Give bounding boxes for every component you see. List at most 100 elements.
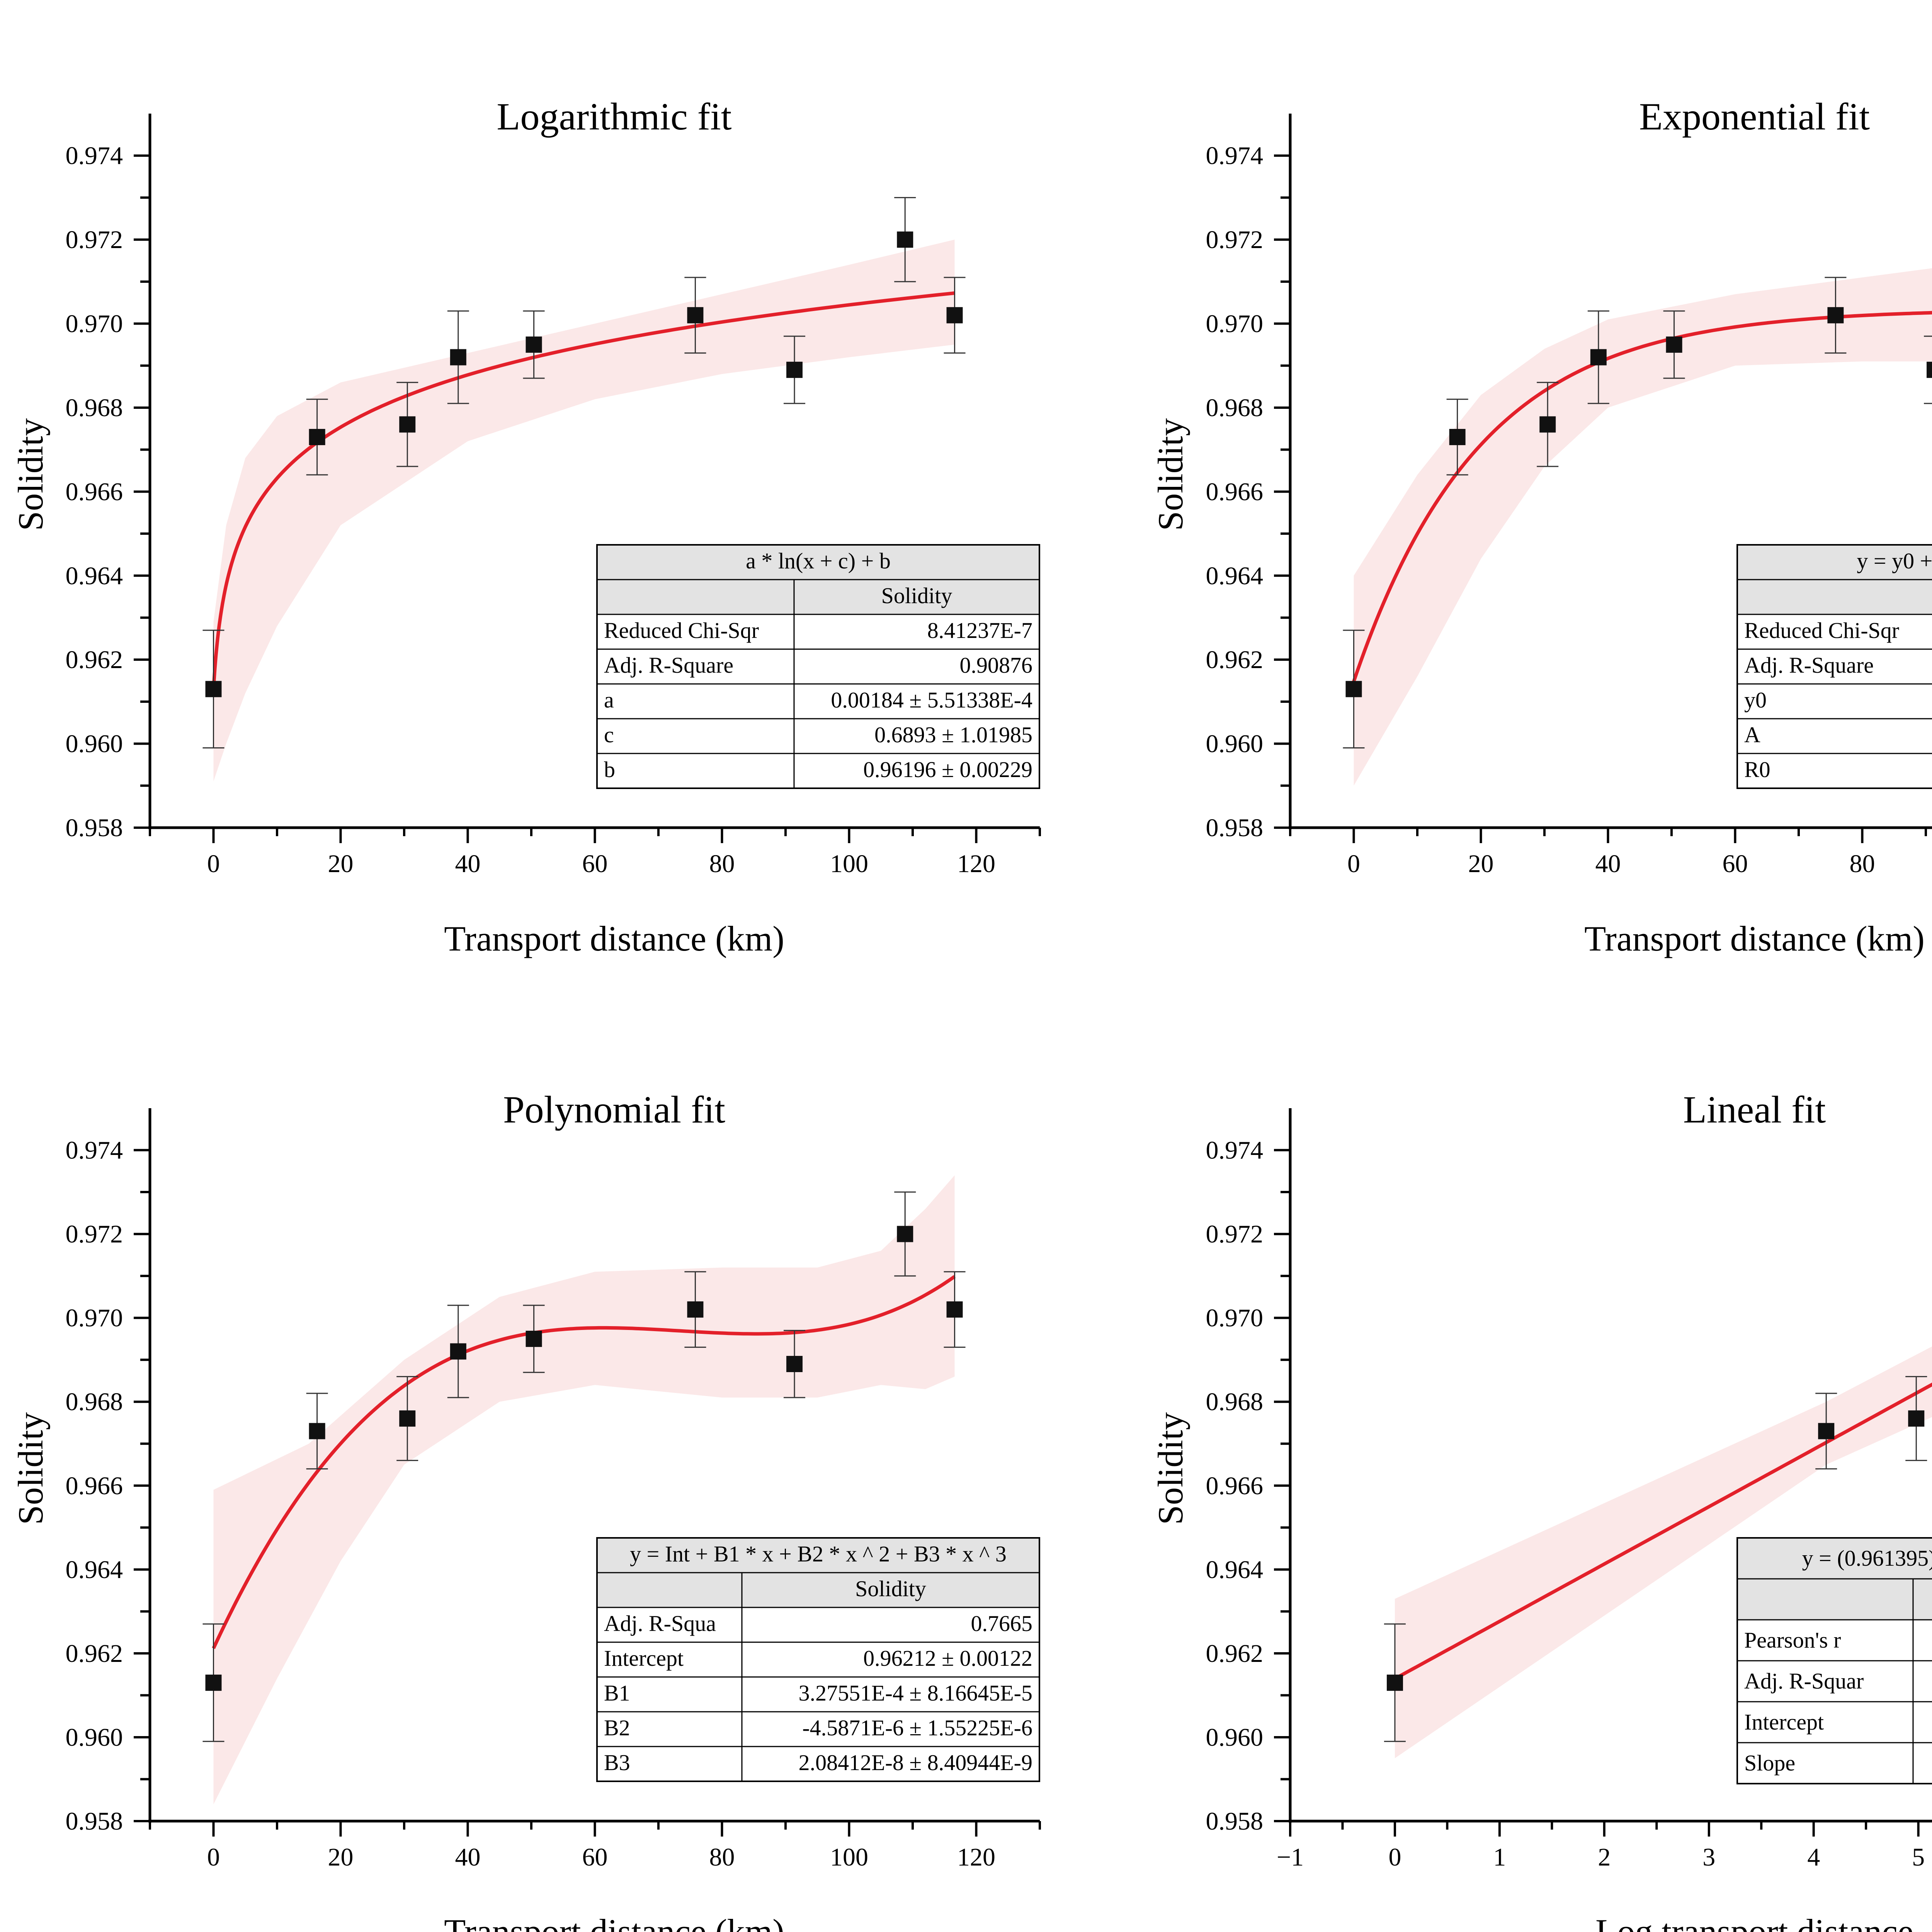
x-tick-label: 0 [207, 850, 220, 878]
table-row-value: 0.96196 ± 0.00229 [863, 757, 1032, 782]
table-row-label: c [604, 722, 614, 747]
x-tick-label: 4 [1807, 1843, 1820, 1871]
table-row-label: B2 [604, 1715, 630, 1740]
x-tick-label: 0 [207, 1843, 220, 1871]
data-point [205, 681, 222, 697]
table-row-value: 8.41237E-7 [927, 618, 1032, 643]
fit-curve [1394, 1383, 1932, 1680]
panel-title: Polynomial fit [503, 1088, 725, 1131]
panel-title: Lineal fit [1683, 1088, 1826, 1131]
table-row-label: Reduced Chi-Sqr [1744, 618, 1899, 643]
y-tick-label: 0.958 [66, 1807, 123, 1835]
x-tick-label: 80 [709, 850, 735, 878]
table-row-value: 0.96212 ± 0.00122 [863, 1646, 1032, 1671]
x-axis-title: Log transport distance [1595, 1912, 1913, 1932]
data-point [1666, 336, 1682, 353]
table-row-value: 2.08412E-8 ± 8.40944E-9 [799, 1750, 1032, 1775]
table-row-label: B1 [604, 1680, 630, 1706]
table-row-label: Intercept [1744, 1709, 1824, 1735]
data-point [450, 1343, 466, 1360]
table-row-label: Pearson's r [1744, 1628, 1841, 1653]
y-tick-label: 0.968 [1206, 394, 1264, 422]
y-tick-label: 0.974 [1206, 1136, 1264, 1165]
x-tick-label: 60 [1723, 850, 1748, 878]
x-tick-label: 80 [1850, 850, 1875, 878]
panel-title: Logarithmic fit [497, 95, 731, 138]
confidence-band [1354, 268, 1932, 786]
table-column-header: Solidity [855, 1576, 926, 1601]
table-row-label: Adj. R-Square [1744, 653, 1874, 678]
data-point [526, 336, 542, 353]
y-axis-title: Solidity [11, 418, 50, 531]
x-tick-label: 60 [582, 850, 608, 878]
y-tick-label: 0.964 [66, 1556, 123, 1584]
x-tick-label: 3 [1702, 1843, 1715, 1871]
data-point [687, 1301, 704, 1318]
table-row-label: b [604, 757, 615, 782]
chart-panel-polynomial: 0.958 0.960 0.962 0.964 0.966 0.968 0.970 0.972… [11, 1088, 1041, 1932]
y-tick-label: 0.970 [66, 310, 123, 338]
y-tick-label: 0.972 [66, 1220, 123, 1248]
y-tick-label: 0.964 [1206, 1556, 1264, 1584]
x-axis-title: Transport distance (km) [444, 919, 784, 958]
confidence-band [1395, 1346, 1932, 1759]
y-tick-label: 0.968 [66, 1388, 123, 1416]
data-point [897, 1226, 913, 1242]
y-tick-label: 0.974 [66, 1136, 123, 1165]
table-row-label: Adj. R-Square [604, 653, 733, 678]
table-column-header: Solidity [881, 583, 952, 608]
y-tick-label: 0.960 [1206, 1723, 1264, 1752]
fit-statistics-table: y = (0.961395) + (0.00136742) * xSolidit… [1736, 1537, 1932, 1784]
table-row-label: Reduced Chi-Sqr [604, 618, 759, 643]
y-tick-label: 0.972 [1206, 226, 1264, 254]
data-point [687, 307, 704, 323]
chart-panel-exponential: 0.958 0.960 0.962 0.964 0.966 0.968 0.970 0.972… [1151, 95, 1932, 958]
chart-panel-logarithmic: 0.958 0.960 0.962 0.964 0.966 0.968 0.970 0.972… [11, 95, 1041, 958]
data-point [309, 1423, 325, 1439]
y-tick-label: 0.958 [66, 814, 123, 842]
y-tick-label: 0.962 [66, 1639, 123, 1668]
data-point [309, 429, 325, 446]
data-point [1590, 349, 1607, 366]
data-point [205, 1674, 222, 1691]
data-point [946, 307, 963, 323]
table-equation: y = y0 + A*exp(R0*x) [1857, 548, 1932, 573]
data-point [946, 1301, 963, 1318]
y-tick-label: 0.970 [1206, 310, 1264, 338]
y-tick-label: 0.958 [1206, 1807, 1264, 1835]
x-tick-label: 20 [328, 850, 354, 878]
data-point [399, 1410, 416, 1427]
y-axis-title: Solidity [1151, 1412, 1190, 1525]
table-row-label: R0 [1744, 757, 1770, 782]
x-tick-label: 100 [830, 850, 868, 878]
y-tick-label: 0.972 [1206, 1220, 1264, 1248]
x-axis-title: Transport distance (km) [444, 1912, 784, 1932]
x-tick-label: 100 [830, 1843, 868, 1871]
chart-panel-lineal: 0.958 0.960 0.962 0.964 0.966 0.968 0.970 0.972… [1151, 1088, 1932, 1932]
fit-statistics-table: y = Int + B1 * x + B2 * x ^ 2 + B3 * x ^… [596, 1537, 1040, 1782]
x-tick-label: 80 [709, 1843, 735, 1871]
table-equation: y = Int + B1 * x + B2 * x ^ 2 + B3 * x ^… [630, 1541, 1007, 1566]
data-point [1449, 429, 1466, 446]
table-row-label: Adj. R-Squar [1744, 1668, 1864, 1694]
y-axis-title: Solidity [1151, 418, 1190, 531]
y-tick-label: 0.966 [1206, 478, 1264, 506]
table-row-value: 0.6893 ± 1.01985 [874, 722, 1032, 747]
table-row-value: 0.00184 ± 5.51338E-4 [831, 687, 1032, 713]
table-row-label: Intercept [604, 1646, 684, 1671]
y-tick-label: 0.958 [1206, 814, 1264, 842]
y-tick-label: 0.962 [66, 646, 123, 674]
x-tick-label: 60 [582, 1843, 608, 1871]
y-tick-label: 0.968 [66, 394, 123, 422]
data-point [1908, 1410, 1925, 1427]
x-tick-label: −1 [1277, 1843, 1304, 1871]
data-point [1818, 1423, 1835, 1439]
x-tick-label: 120 [957, 850, 995, 878]
y-tick-label: 0.970 [66, 1304, 123, 1332]
x-tick-label: 120 [957, 1843, 995, 1871]
x-tick-label: 2 [1598, 1843, 1611, 1871]
y-tick-label: 0.964 [66, 562, 123, 590]
table-border [596, 1537, 1040, 1782]
table-equation: a * ln(x + c) + b [746, 548, 891, 573]
